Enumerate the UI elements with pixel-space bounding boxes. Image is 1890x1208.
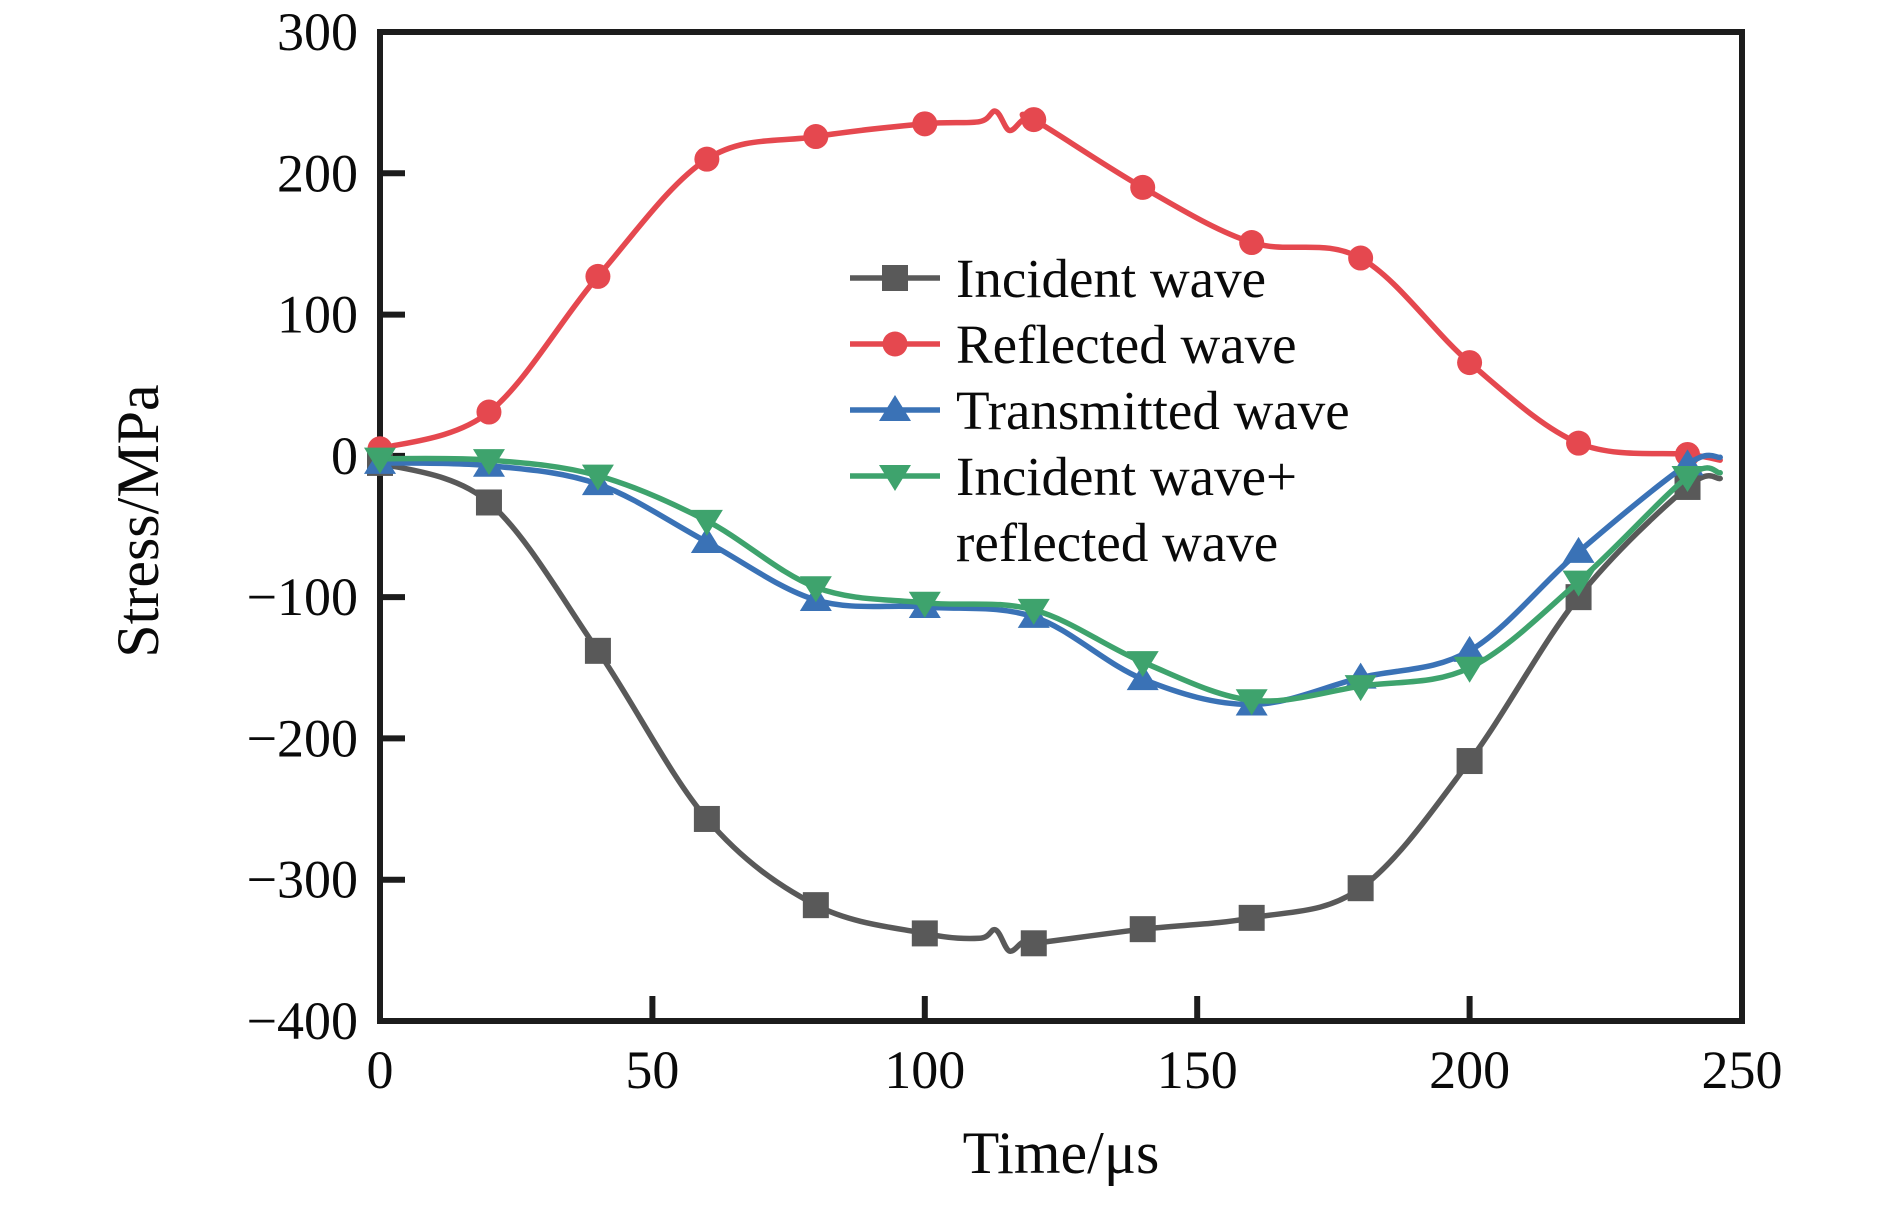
legend-label-incident-wave-reflected-wave-line2: reflected wave [956,512,1278,573]
legend-item-reflected-wave: Reflected wave [850,314,1297,375]
legend-label-incident-wave: Incident wave [956,248,1266,309]
legend-swatch-square-incident-wave [882,265,908,291]
reflected-wave-marker [803,124,829,150]
plot-border [377,29,1745,1024]
incident-wave-reflected-wave-marker [1344,675,1377,702]
y-tick-label-0: 0 [331,426,358,486]
transmitted-wave-marker [1453,635,1486,662]
x-tick-label-0: 0 [367,1040,394,1100]
y-tick-label--100: −100 [247,567,358,627]
reflected-wave-marker [1566,430,1592,456]
y-tick-label-100: 100 [277,285,358,345]
incident-wave-marker [802,892,829,919]
incident-wave-marker [475,489,502,516]
incident-wave-marker [911,920,938,947]
series-reflected-wave [367,107,1723,467]
series-incident-wave-reflected-wave-markers [364,447,1704,716]
incident-wave-reflected-wave-marker [1453,656,1486,683]
legend-swatch-triangle-up-transmitted-wave [879,395,911,421]
x-tick-label-150: 150 [1157,1040,1238,1100]
incident-wave-marker [1347,875,1374,902]
transmitted-wave-marker [1562,536,1595,563]
incident-wave-reflected-wave-marker [581,464,614,491]
incident-wave-marker [1456,748,1483,775]
y-tick-label--200: −200 [247,708,358,768]
x-axis-title: Time/μs [962,1120,1160,1186]
y-tick-label--400: −400 [247,991,358,1051]
incident-wave-marker [1020,930,1047,957]
legend-item-incident-wave-reflected-wave: Incident wave+reflected wave [850,446,1297,573]
incident-wave-reflected-wave-marker [690,509,723,536]
y-axis-title: Stress/MPa [105,384,171,658]
reflected-wave-marker [1239,230,1265,256]
series-transmitted-wave-line [377,452,1723,708]
reflected-wave-marker [585,263,611,289]
series-incident-wave-reflected-wave-line [377,455,1723,704]
incident-wave-reflected-wave-marker [799,576,832,603]
reflected-wave-marker [694,146,720,172]
incident-wave-reflected-wave-marker [1562,570,1595,597]
y-tick-label-300: 300 [277,2,358,62]
incident-wave-reflected-wave-marker [908,591,941,618]
incident-wave-marker [693,805,720,832]
series-incident-wave-line [377,460,1723,954]
incident-wave-reflected-wave-marker [1126,651,1159,678]
transmitted-wave-marker [690,527,723,554]
legend-label-incident-wave-reflected-wave: Incident wave+ [956,446,1297,507]
reflected-wave-marker [1130,174,1156,200]
legend-item-transmitted-wave: Transmitted wave [850,380,1350,441]
x-axis: 0 50 100 150 200 250 [367,996,1783,1100]
incident-wave-reflected-wave-marker [1671,466,1704,493]
series-reflected-wave-markers [367,107,1701,467]
legend-swatch-triangle-down-incident-wave-reflected-wave [879,465,911,491]
y-tick-label--300: −300 [247,850,358,910]
y-tick-label-200: 200 [277,143,358,203]
legend-label-reflected-wave: Reflected wave [956,314,1297,375]
x-tick-label-200: 200 [1429,1040,1510,1100]
legend-item-incident-wave: Incident wave [850,248,1266,309]
incident-wave-marker [1238,904,1265,931]
x-tick-label-250: 250 [1702,1040,1783,1100]
reflected-wave-marker [1348,245,1374,271]
reflected-wave-marker [1021,107,1047,133]
incident-wave-marker [1129,916,1156,943]
series-incident-wave-reflected-wave [364,447,1723,716]
incident-wave-reflected-wave-marker [364,447,396,474]
x-tick-label-100: 100 [884,1040,965,1100]
legend-label-transmitted-wave: Transmitted wave [956,380,1350,441]
reflected-wave-marker [912,111,938,137]
incident-wave-reflected-wave-marker [1235,689,1268,716]
incident-wave-reflected-wave-marker [1017,598,1050,625]
incident-wave-marker [584,637,611,664]
legend-swatch-circle-reflected-wave [882,331,908,357]
reflected-wave-marker [476,399,502,425]
incident-wave-reflected-wave-marker [472,449,505,476]
reflected-wave-marker [1457,350,1483,376]
x-tick-label-50: 50 [625,1040,679,1100]
